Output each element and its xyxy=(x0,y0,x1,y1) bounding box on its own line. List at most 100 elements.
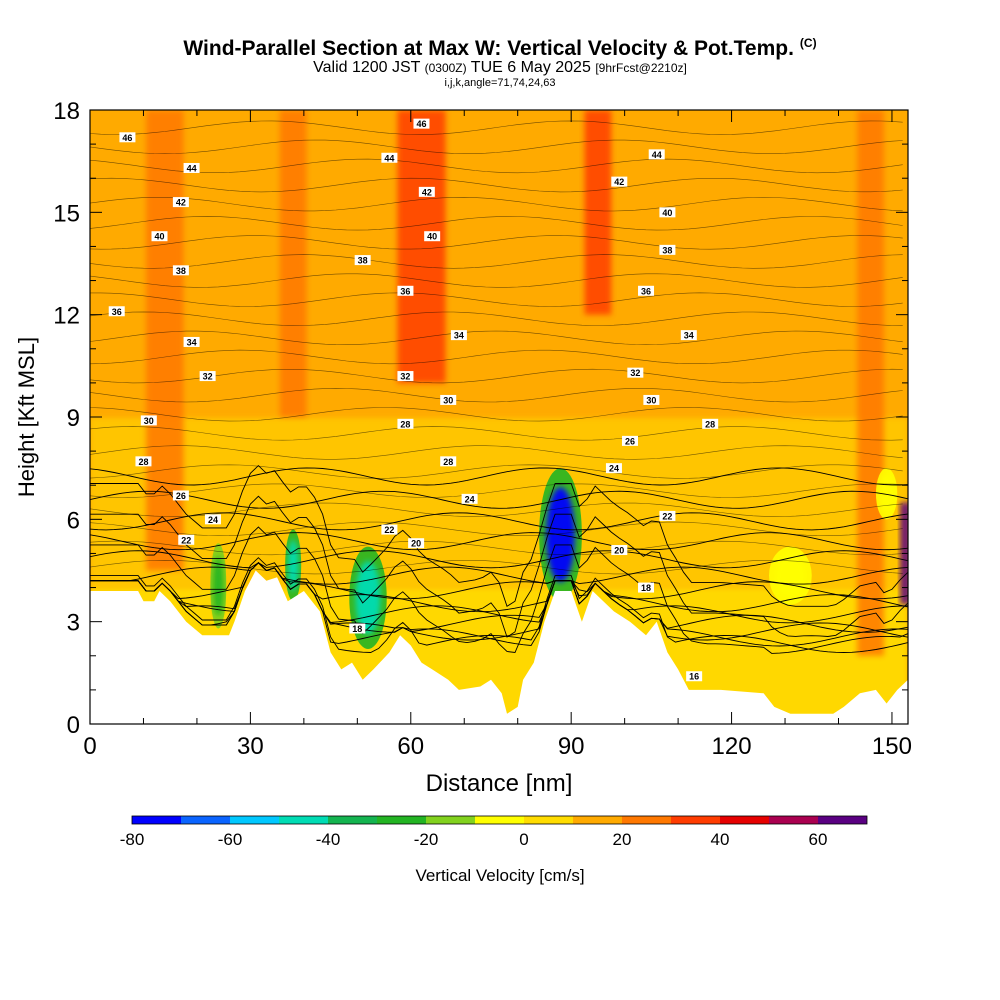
contour-label-text: 44 xyxy=(384,153,394,163)
contour-label-text: 36 xyxy=(400,286,410,296)
x-tick-label: 90 xyxy=(558,733,585,760)
theta-contour-minor xyxy=(90,311,903,326)
contour-label-box xyxy=(440,394,457,405)
theta-contour xyxy=(90,526,908,654)
contour-label-text: 32 xyxy=(203,372,213,382)
contour-label-text: 30 xyxy=(144,416,154,426)
contour-label-box xyxy=(381,152,398,163)
contour-label: 30 xyxy=(643,394,660,405)
contour-label-box xyxy=(381,524,398,535)
contour-label-text: 30 xyxy=(646,395,656,405)
contour-label-text: 46 xyxy=(416,119,426,129)
contour-label: 38 xyxy=(354,255,371,266)
velocity-layer-band xyxy=(90,417,908,588)
colorbar-tick-label: 40 xyxy=(711,830,730,849)
contour-label-box xyxy=(397,418,414,429)
colorbar-swatch xyxy=(524,816,573,824)
velocity-updraft-column xyxy=(584,110,612,315)
plot-area: 46 46 44 44 44 42 42 42 40 40 40 38 38 38 36 36 36 34 34 34… xyxy=(90,110,908,724)
contour-label-text: 38 xyxy=(662,245,672,255)
theta-contour-minor xyxy=(90,368,903,384)
valid-utc: (0300Z) xyxy=(424,61,467,75)
contour-label-text: 26 xyxy=(176,491,186,501)
contour-label-box xyxy=(659,244,676,255)
colorbar-swatch xyxy=(377,816,426,824)
contour-label-text: 28 xyxy=(443,457,453,467)
contour-label-box xyxy=(349,623,366,634)
theta-contour-minor xyxy=(90,254,903,269)
contour-label-text: 32 xyxy=(630,368,640,378)
theta-contour-minor xyxy=(90,502,903,517)
y-tick-label: 6 xyxy=(67,507,80,534)
theta-contour-minor xyxy=(90,349,903,365)
contour-label-text: 40 xyxy=(662,208,672,218)
contour-label: 28 xyxy=(135,456,152,467)
colorbar-tick-label: 60 xyxy=(809,830,828,849)
contour-label: 30 xyxy=(140,415,157,426)
contour-label-box xyxy=(680,330,697,341)
contour-label-box xyxy=(659,207,676,218)
contour-label: 36 xyxy=(638,285,655,296)
colorbar-frame xyxy=(131,815,868,825)
y-axis-label: Height [Kft MSL] xyxy=(14,337,39,497)
contour-label-box xyxy=(659,510,676,521)
y-tick-label: 12 xyxy=(53,303,80,330)
contour-label-box xyxy=(135,456,152,467)
theta-contour xyxy=(90,562,908,613)
chart-title-main: Wind-Parallel Section at Max W: Vertical… xyxy=(183,37,794,60)
theta-contour xyxy=(90,550,908,569)
contour-label-text: 38 xyxy=(358,256,368,266)
contour-label: 32 xyxy=(397,371,414,382)
colorbar-tick-label: -20 xyxy=(414,830,439,849)
x-tick-label: 30 xyxy=(237,733,264,760)
colorbar-swatch xyxy=(622,816,671,824)
colorbar: -80 -60 -40 -20 0 20 40 60 Vertical Velocity [cm… xyxy=(120,815,868,885)
contour-label: 32 xyxy=(199,371,216,382)
grid-indices: i,j,k,angle=71,74,24,63 xyxy=(444,77,556,89)
contour-label-box xyxy=(199,371,216,382)
theta-contour-minor xyxy=(90,483,903,498)
colorbar-swatch xyxy=(279,816,328,824)
contour-label-box xyxy=(183,336,200,347)
contour-label-box xyxy=(605,463,622,474)
contour-label: 36 xyxy=(397,285,414,296)
theta-contour-minor xyxy=(90,139,903,155)
chart-subtitle: Valid 1200 JST (0300Z) TUE 6 May 2025 [9… xyxy=(0,59,1000,77)
velocity-layer-band xyxy=(90,110,908,281)
contour-label: 20 xyxy=(611,545,628,556)
theta-contour xyxy=(90,562,908,624)
contour-label-box xyxy=(178,534,195,545)
theta-contour-minor xyxy=(90,158,903,174)
colorbar-swatch xyxy=(720,816,769,824)
contour-label-text: 34 xyxy=(187,337,197,347)
colorbar-swatch xyxy=(573,816,622,824)
contour-label: 46 xyxy=(413,118,430,129)
contour-label-box xyxy=(119,132,136,143)
theta-contour-minor xyxy=(90,196,903,212)
x-tick-label: 120 xyxy=(712,733,752,760)
y-tick-label: 0 xyxy=(67,712,80,739)
contour-label-text: 24 xyxy=(465,494,475,504)
colorbar-tick-label: 0 xyxy=(519,830,528,849)
contour-label: 42 xyxy=(172,197,189,208)
contour-label: 24 xyxy=(461,493,478,504)
theta-contour xyxy=(90,532,908,551)
theta-contour-minor xyxy=(90,407,903,422)
contour-label: 30 xyxy=(440,394,457,405)
theta-contour-minor xyxy=(90,559,903,575)
colorbar-swatch xyxy=(230,816,279,824)
contour-label: 18 xyxy=(349,623,366,634)
contour-label-text: 44 xyxy=(652,150,662,160)
contour-label-box xyxy=(643,394,660,405)
colorbar-tick-label: -60 xyxy=(218,830,243,849)
contour-label-text: 30 xyxy=(443,395,453,405)
velocity-downdraft-core xyxy=(212,555,224,617)
velocity-updraft-column xyxy=(146,110,184,571)
contour-label-text: 42 xyxy=(422,187,432,197)
colorbar-swatch xyxy=(769,816,818,824)
contour-label: 36 xyxy=(108,306,125,317)
contour-label-text: 34 xyxy=(684,331,694,341)
contour-label: 44 xyxy=(648,149,665,160)
theta-contour-minor xyxy=(90,177,903,193)
